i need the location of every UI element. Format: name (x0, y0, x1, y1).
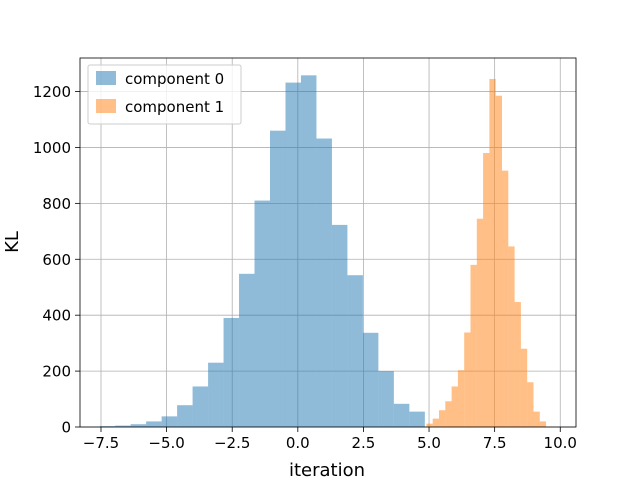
legend-label-component-1: component 1 (125, 98, 224, 116)
histogram-bar-component-1 (439, 410, 446, 427)
histogram-bar-component-1 (520, 348, 528, 427)
histogram-bar-component-0 (192, 386, 209, 427)
histogram-bar-component-1 (426, 423, 433, 427)
histogram-bar-component-0 (331, 224, 348, 427)
histogram-bar-component-0 (270, 130, 286, 427)
legend-swatch-component-1 (96, 99, 116, 113)
histogram-bar-component-1 (489, 78, 496, 427)
y-tick-label: 600 (42, 251, 71, 269)
x-tick-label: 5.0 (417, 434, 441, 452)
histogram-bar-component-0 (146, 421, 162, 427)
histogram-bar-component-0 (378, 371, 394, 427)
histogram-bar-component-0 (362, 332, 379, 427)
y-axis-title: KL (2, 231, 23, 253)
histogram-bar-component-1 (483, 153, 490, 427)
histogram-bar-component-1 (451, 386, 458, 427)
histogram-bar-component-0 (409, 411, 425, 427)
histogram-bar-component-1 (514, 302, 521, 427)
histogram-bar-component-0 (285, 82, 301, 427)
x-tick-label: 7.5 (483, 434, 507, 452)
histogram-bar-component-1 (464, 332, 471, 427)
y-tick-label: 800 (42, 195, 71, 213)
histogram-bar-component-1 (495, 95, 502, 427)
y-tick-label: 1000 (33, 139, 71, 157)
histogram-bar-component-0 (130, 424, 147, 427)
y-tick-label: 0 (61, 419, 71, 437)
plot-axes (79, 57, 577, 428)
x-tick-label: 0.0 (286, 434, 310, 452)
histogram-bar-component-0 (239, 273, 255, 427)
histogram-bar-component-1 (457, 370, 465, 427)
x-axis-title: iteration (289, 460, 365, 480)
histogram-bar-component-0 (161, 416, 178, 427)
histogram-bar-component-1 (508, 246, 515, 427)
legend-label-component-0: component 0 (125, 70, 224, 88)
histogram-bar-component-0 (223, 317, 240, 427)
histogram-bar-component-0 (316, 138, 332, 427)
histogram-bar-component-1 (527, 382, 534, 427)
histogram-bar-component-0 (115, 425, 131, 427)
y-tick-label: 400 (42, 307, 71, 325)
histogram-bar-component-0 (393, 403, 410, 427)
histogram-bar-component-0 (177, 405, 193, 427)
y-tick-label: 200 (42, 363, 71, 381)
histogram-bar-component-1 (470, 264, 477, 427)
x-tick-label: −7.5 (83, 434, 119, 452)
x-tick-label: 2.5 (351, 434, 375, 452)
histogram-bar-component-1 (501, 170, 509, 428)
histogram-bar-component-0 (99, 426, 116, 427)
histogram-bar-component-0 (254, 200, 271, 427)
histogram-bar-component-0 (347, 275, 363, 427)
x-tick-label: −5.0 (148, 434, 184, 452)
x-tick-label: 10.0 (544, 434, 577, 452)
histogram-bar-component-1 (476, 218, 484, 427)
legend-swatch-component-0 (96, 71, 116, 85)
histogram-bar-component-1 (533, 411, 540, 427)
histogram-bars (99, 75, 547, 428)
histogram-bar-component-0 (300, 75, 317, 427)
x-tick-label: −2.5 (214, 434, 250, 452)
legend: component 0 component 1 (87, 64, 242, 125)
y-tick-label: 1200 (33, 83, 71, 101)
legend-frame (87, 64, 242, 125)
histogram-bar-component-1 (445, 401, 452, 427)
axis-ticks: −7.5 −5.0 −2.5 0.0 2.5 5.0 7.5 10.0 0 200 400 600 80… (33, 83, 577, 452)
histogram-bar-component-1 (539, 421, 547, 427)
histogram-bar-component-0 (208, 362, 224, 427)
plot-frame (79, 57, 577, 428)
histogram-bar-component-1 (432, 418, 440, 427)
